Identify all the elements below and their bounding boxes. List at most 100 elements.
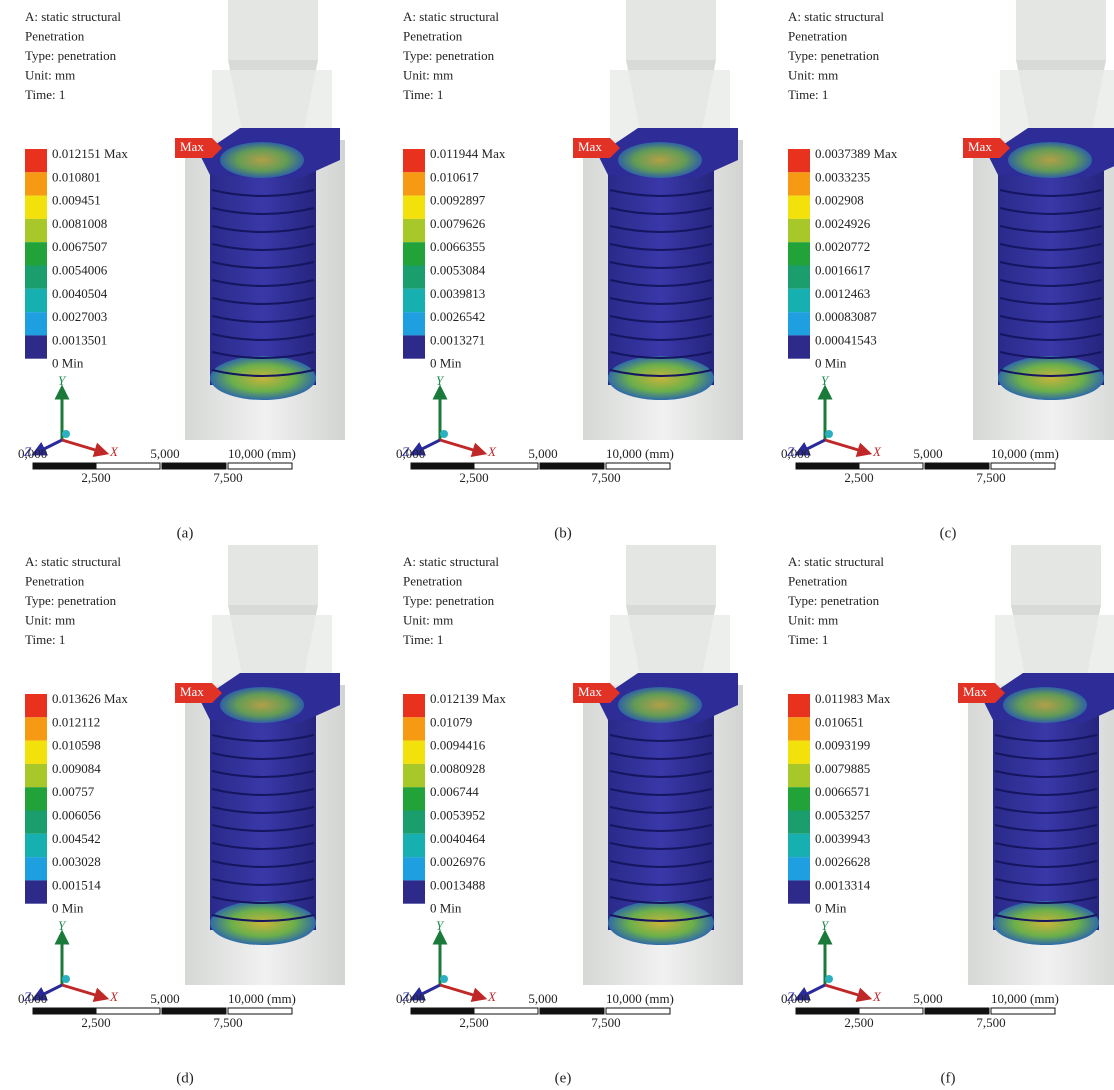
header-line: A: static structural (403, 554, 499, 569)
axis-x-label: X (872, 989, 882, 1004)
max-flag: Max (968, 139, 992, 154)
model: Max (963, 0, 1114, 440)
header-line: Time: 1 (25, 87, 65, 102)
scale-top-label: 10,000 (mm) (991, 991, 1059, 1006)
legend-label: 0.0039943 (815, 831, 870, 846)
bolt-bottom (998, 356, 1104, 400)
legend-label: 0.004542 (52, 831, 101, 846)
scale-top-label: 10,000 (mm) (991, 446, 1059, 461)
bolt-bottom (210, 901, 316, 945)
legend-swatch (25, 242, 47, 265)
scale-segment (162, 463, 226, 469)
axis-y-label: Y (58, 918, 67, 933)
axis-x-label: X (872, 444, 882, 459)
header-line: A: static structural (788, 9, 884, 24)
header-line: Time: 1 (403, 87, 443, 102)
upper-cylinder (1011, 545, 1101, 605)
header-line: Type: penetration (25, 48, 117, 63)
panel: MaxA: static structuralPenetrationType: … (18, 545, 345, 1086)
legend-swatch (788, 741, 810, 764)
scale-top-label: 10,000 (mm) (228, 991, 296, 1006)
axis-y-label: Y (436, 918, 445, 933)
legend-label: 0.0079626 (430, 216, 486, 231)
legend-label: 0.012139 Max (430, 691, 506, 706)
scale-bottom-label: 7,500 (976, 470, 1005, 485)
legend-label: 0.00041543 (815, 332, 877, 347)
caption: (b) (554, 525, 572, 541)
legend-swatch (403, 266, 425, 289)
header-line: Time: 1 (788, 632, 828, 647)
scale-top-label: 5,000 (528, 446, 557, 461)
header-line: Time: 1 (25, 632, 65, 647)
head-hot (220, 142, 304, 178)
legend-label: 0.0037389 Max (815, 146, 898, 161)
legend-label: 0.003028 (52, 854, 101, 869)
scale-segment (96, 1008, 160, 1014)
legend-swatch (25, 880, 47, 903)
caption: (d) (176, 1070, 194, 1086)
axis-origin (825, 430, 833, 438)
legend-label: 0.0092897 (430, 193, 486, 208)
legend-label: 0.010801 (52, 169, 101, 184)
scale-segment (411, 1008, 475, 1014)
legend-label: 0.0027003 (52, 309, 107, 324)
scale-segment (162, 1008, 226, 1014)
axis-origin (440, 430, 448, 438)
scale-top-label: 10,000 (mm) (606, 991, 674, 1006)
legend-label: 0.012112 (52, 714, 100, 729)
legend-swatch (25, 219, 47, 242)
header-line: Time: 1 (788, 87, 828, 102)
scale-segment (991, 463, 1055, 469)
axis-origin (62, 430, 70, 438)
scale-top-label: 5,000 (150, 446, 179, 461)
legend-label: 0.010598 (52, 738, 101, 753)
legend-swatch (788, 787, 810, 810)
scale-top-label: 0,000 (18, 446, 47, 461)
header-line: Unit: mm (403, 67, 453, 82)
x-axis (440, 985, 480, 997)
scale-segment (540, 1008, 604, 1014)
caption: (f) (941, 1070, 956, 1086)
head-hot (618, 142, 702, 178)
legend-swatch (25, 741, 47, 764)
legend-swatch (403, 196, 425, 219)
legend-label: 0.006744 (430, 784, 479, 799)
header-line: Unit: mm (788, 612, 838, 627)
axis-origin (62, 975, 70, 983)
header-line: Type: penetration (403, 48, 495, 63)
header-line: Penetration (788, 573, 848, 588)
upper-cylinder (228, 545, 318, 605)
header-line: Type: penetration (403, 593, 495, 608)
legend-swatch (25, 834, 47, 857)
legend-swatch (403, 242, 425, 265)
scale-segment (606, 463, 670, 469)
legend-swatch (25, 312, 47, 335)
caption: (e) (555, 1070, 572, 1086)
scale-bottom-label: 2,500 (81, 1015, 110, 1030)
upper-cylinder (626, 545, 716, 605)
legend-label: 0.0024926 (815, 216, 871, 231)
legend-swatch (25, 172, 47, 195)
axis-x-label: X (487, 989, 497, 1004)
scale-top-label: 10,000 (mm) (606, 446, 674, 461)
max-flag: Max (578, 139, 602, 154)
legend-swatch (25, 289, 47, 312)
scale-segment (96, 463, 160, 469)
legend-swatch (403, 172, 425, 195)
header-line: Unit: mm (25, 612, 75, 627)
bolt-bottom (608, 356, 714, 400)
scale-segment (796, 1008, 860, 1014)
legend-label: 0.0020772 (815, 239, 870, 254)
axis-y-label: Y (58, 373, 67, 388)
legend-label: 0.011983 Max (815, 691, 891, 706)
legend-label: 0.001514 (52, 877, 101, 892)
header-line: Penetration (25, 573, 85, 588)
scale-bottom-label: 2,500 (844, 1015, 873, 1030)
caption: (c) (940, 525, 957, 541)
max-flag: Max (180, 139, 204, 154)
legend-swatch (25, 857, 47, 880)
legend-swatch (403, 764, 425, 787)
scale-top-label: 0,000 (396, 991, 425, 1006)
legend-label: 0.0067507 (52, 239, 108, 254)
axis-y-label: Y (436, 373, 445, 388)
